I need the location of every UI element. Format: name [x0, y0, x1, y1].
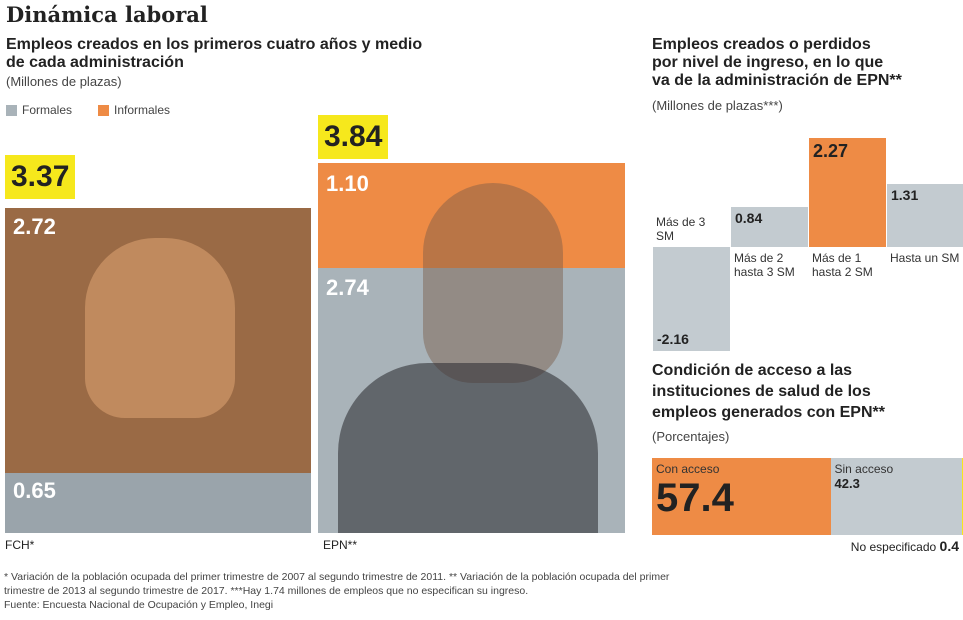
fch-bottom-value: 0.65 — [13, 478, 56, 503]
left-subtitle-1: Empleos creados en los primeros cuatro a… — [6, 36, 423, 53]
health-title-1: Condición de acceso a las — [652, 362, 853, 379]
income-category: Más de 1 hasta 2 SM — [812, 251, 873, 279]
income-title-3: va de la administración de EPN** — [652, 72, 902, 89]
fch-label: FCH* — [5, 538, 35, 552]
epn-bottom-value: 2.74 — [326, 275, 369, 300]
income-bar — [809, 138, 886, 247]
health-value: 57.4 — [656, 476, 734, 520]
income-category: Más de 2 hasta 3 SM — [734, 251, 795, 279]
no-especificado-label: No especificado 0.4 — [851, 538, 959, 554]
health-value: 42.3 — [834, 476, 860, 491]
income-category: Más de 3 SM — [656, 215, 706, 243]
left-unit: (Millones de plazas) — [6, 74, 122, 89]
footnote-source: Fuente: Encuesta Nacional de Ocupación y… — [4, 599, 274, 611]
income-value: 2.27 — [813, 141, 849, 162]
footnote-line-2: trimestre de 2013 al segundo trimestre d… — [4, 585, 529, 597]
legend-informales: Informales — [98, 103, 170, 117]
health-segment — [830, 458, 963, 535]
income-bar — [731, 206, 808, 247]
income-title-2: por nivel de ingreso, en lo que — [652, 54, 884, 71]
income-bar — [887, 184, 963, 247]
fch-portrait-face — [85, 238, 235, 418]
health-label: Con acceso — [656, 462, 720, 476]
infographic-title: Dinámica laboral — [6, 2, 208, 27]
legend-label: Formales — [22, 103, 73, 117]
epn-top-value: 1.10 — [326, 171, 369, 196]
no-especificado-value: 0.4 — [939, 538, 959, 554]
epn-portrait-suit — [338, 363, 598, 533]
epn-panel: 1.10 2.74 — [318, 163, 625, 533]
no-especificado-name: No especificado — [850, 540, 937, 554]
footnote-line-1: * Variación de la población ocupada del … — [4, 571, 670, 583]
fch-bottom-segment — [5, 473, 311, 533]
health-title-3: empleos generados con EPN** — [652, 404, 885, 421]
epn-top-segment — [318, 163, 625, 268]
health-label: Sin acceso — [834, 462, 894, 476]
income-title-1: Empleos creados o perdidos — [652, 36, 871, 53]
epn-label: EPN** — [323, 538, 358, 552]
income-value: -2.16 — [657, 330, 689, 347]
epn-total: 3.84 — [318, 115, 389, 159]
legend-swatch — [98, 104, 109, 116]
health-segment — [652, 458, 831, 535]
income-value: 1.31 — [891, 187, 919, 204]
income-bar — [653, 247, 730, 351]
fch-total: 3.37 — [5, 155, 76, 199]
left-subtitle-2: de cada administración — [6, 54, 184, 71]
income-category: Hasta un SM — [890, 251, 960, 265]
health-unit: (Porcentajes) — [652, 429, 730, 444]
fch-panel: 2.72 0.65 — [5, 208, 311, 533]
legend-swatch — [6, 104, 17, 116]
health-title-2: instituciones de salud de los — [652, 383, 871, 400]
legend-label: Informales — [114, 103, 171, 117]
income-value: 0.84 — [735, 209, 763, 226]
legend-formales: Formales — [6, 103, 72, 117]
epn-portrait-face — [423, 183, 563, 383]
fch-top-value: 2.72 — [13, 214, 56, 239]
income-unit: (Millones de plazas***) — [652, 98, 783, 113]
